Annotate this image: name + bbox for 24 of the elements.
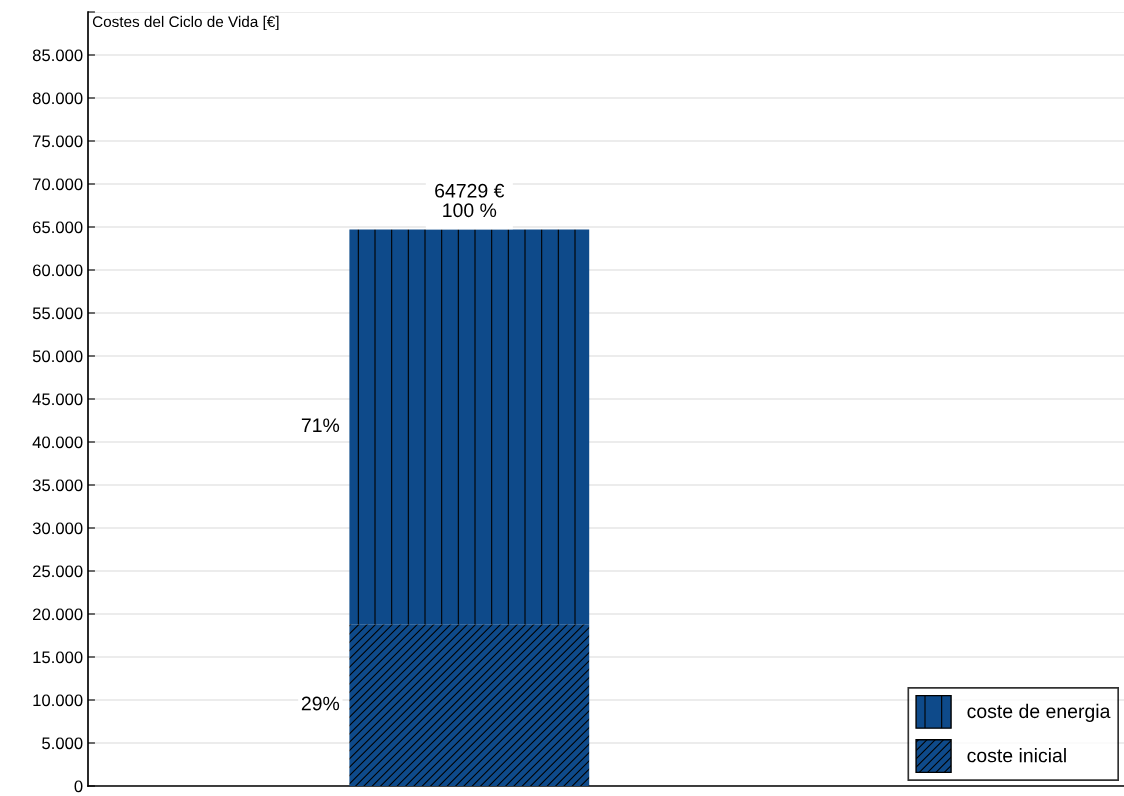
legend-label: coste de energia	[967, 703, 1111, 722]
y-tick-label: 55.000	[32, 307, 83, 320]
y-tick-label: 40.000	[32, 436, 83, 449]
legend-label: coste inicial	[967, 748, 1066, 763]
y-tick-label: 80.000	[32, 92, 83, 105]
y-tick-label: 10.000	[33, 694, 83, 707]
y-tick-label: 45.000	[32, 393, 83, 406]
y-tick-label: 35.000	[32, 479, 83, 492]
y-tick-label: 25.000	[33, 565, 83, 578]
y-tick-label: 20.000	[33, 608, 83, 621]
annotation: 71%	[301, 418, 340, 433]
y-tick-label: 5.000	[42, 737, 83, 750]
annotation: 29%	[301, 696, 340, 711]
y-axis-title: Costes del Ciclo de Vida [€]	[92, 15, 279, 31]
y-tick-label: 70.000	[33, 178, 83, 191]
y-tick-label: 0	[74, 780, 83, 793]
y-tick-label: 75.000	[33, 135, 83, 148]
y-tick-label: 85.000	[32, 49, 83, 62]
y-tick-label: 30.000	[32, 522, 83, 535]
total-label: 64729 € 100 %	[435, 183, 505, 218]
y-tick-label: 65.000	[33, 221, 83, 234]
y-tick-label: 15.000	[33, 651, 83, 664]
y-tick-label: 50.000	[32, 350, 83, 363]
y-tick-label: 60.000	[33, 264, 83, 277]
